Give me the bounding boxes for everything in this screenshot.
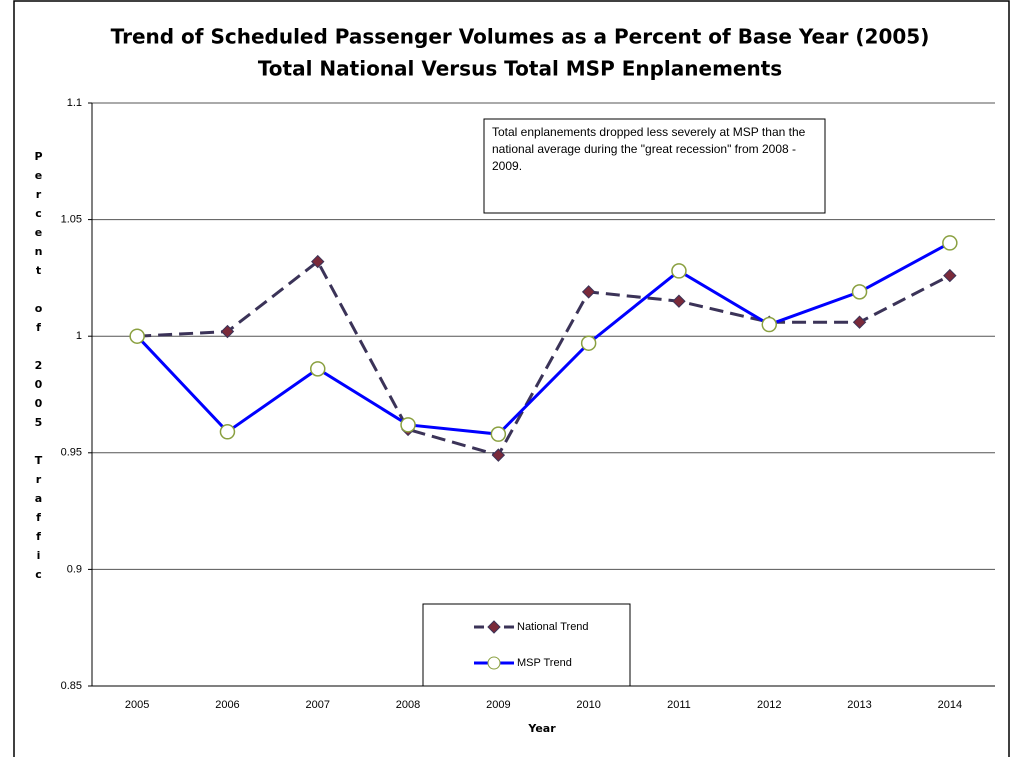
annotation-box xyxy=(483,118,826,214)
x-tick-label: 2012 xyxy=(757,699,781,711)
marker xyxy=(581,285,596,299)
series-line xyxy=(137,259,951,457)
chart-subtitle: Total National Versus Total MSP Enplanem… xyxy=(258,57,782,81)
legend-label: MSP Trend xyxy=(517,657,572,669)
y-tick-label: 1.05 xyxy=(61,214,82,226)
marker xyxy=(671,263,687,279)
marker xyxy=(851,284,868,300)
marker xyxy=(761,316,777,333)
legend-box xyxy=(422,603,631,687)
x-tick-label: 2010 xyxy=(576,699,600,711)
legend-label: National Trend xyxy=(517,621,589,633)
marker xyxy=(220,324,235,339)
x-tick-label: 2009 xyxy=(486,699,510,711)
marker xyxy=(942,235,958,251)
marker xyxy=(580,335,597,351)
marker xyxy=(400,417,416,433)
marker xyxy=(311,254,325,269)
x-tick-label: 2011 xyxy=(667,699,691,711)
annotation: Total enplanements dropped less severely… xyxy=(492,125,806,173)
x-tick-label: 2014 xyxy=(938,699,962,711)
marker xyxy=(490,426,507,442)
marker xyxy=(672,294,686,308)
y-tick-label: 0.9 xyxy=(67,563,82,575)
marker xyxy=(491,448,506,462)
y-tick-label: 0.85 xyxy=(61,680,82,692)
legend-marker xyxy=(487,656,501,670)
chart-title: Trend of Scheduled Passenger Volumes as … xyxy=(111,25,930,49)
x-tick-label: 2008 xyxy=(396,699,420,711)
annotation-text: Total enplanements dropped less severely… xyxy=(492,125,806,173)
y-tick-label: 1.1 xyxy=(67,97,82,109)
x-axis-label: Year xyxy=(527,722,556,735)
x-tick-label: 2007 xyxy=(306,699,330,711)
marker xyxy=(310,361,326,377)
marker xyxy=(943,268,957,283)
x-tick-label: 2006 xyxy=(215,699,239,711)
marker xyxy=(219,424,236,440)
y-tick-label: 0.95 xyxy=(61,447,82,459)
y-axis-label: Percent of 2005 Traffic xyxy=(32,150,45,587)
marker xyxy=(852,315,867,329)
series-line xyxy=(136,241,951,436)
marker xyxy=(129,328,145,344)
x-tick-label: 2013 xyxy=(847,699,871,711)
legend-marker xyxy=(487,620,501,634)
y-tick-label: 1 xyxy=(76,330,82,342)
x-tick-label: 2005 xyxy=(125,699,149,711)
